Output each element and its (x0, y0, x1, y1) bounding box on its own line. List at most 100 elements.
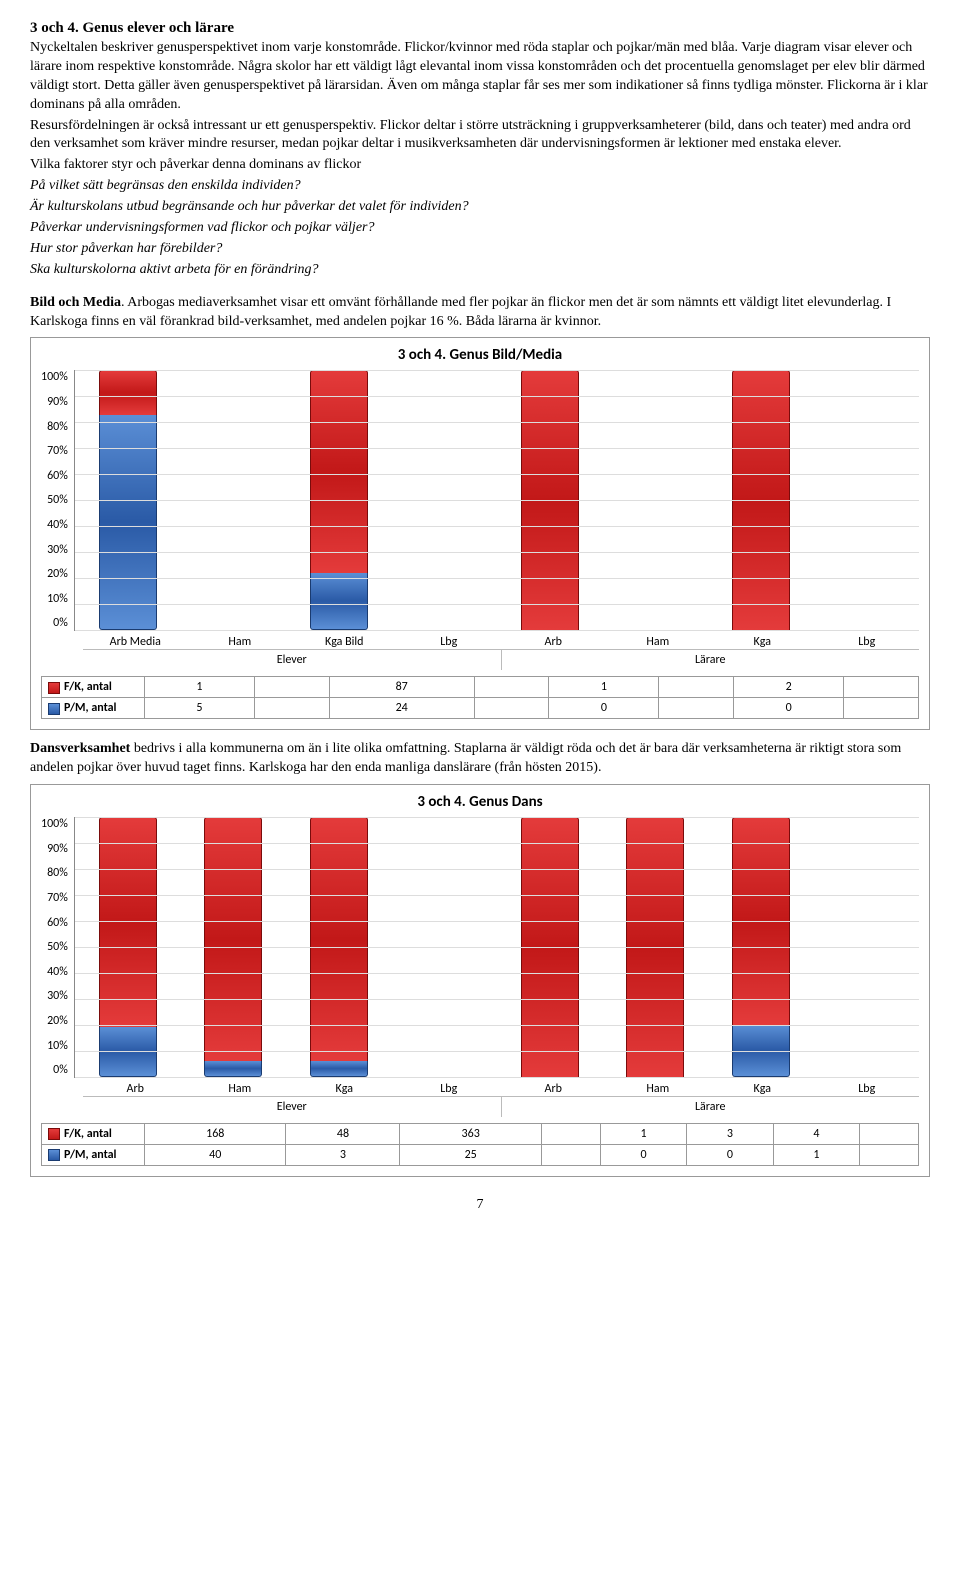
group-label: Elever (83, 650, 502, 670)
ytick-label: 40% (41, 518, 68, 532)
grid-line (75, 630, 919, 631)
legend-swatch-blue-icon (48, 703, 60, 715)
bar-segment-red (204, 817, 262, 1061)
table-row: F/K, antal18712 (42, 677, 919, 698)
xtick-label: Ham (606, 1078, 711, 1096)
table-cell: 4 (773, 1124, 859, 1145)
table-cell (474, 698, 549, 719)
table-cell (844, 698, 919, 719)
chart1-table: F/K, antal18712P/M, antal5 24 0 0 (41, 676, 919, 719)
grid-line (75, 422, 919, 423)
legend-swatch-blue-icon (48, 1149, 60, 1161)
chart2-xaxis: ArbHamKgaLbgArbHamKgaLbg (83, 1078, 919, 1096)
chart1-xaxis: Arb MediaHamKga BildLbgArbHamKgaLbg (83, 631, 919, 649)
ytick-label: 60% (41, 469, 68, 483)
table-cell: 0 (600, 1145, 686, 1166)
grid-line (75, 474, 919, 475)
ytick-label: 100% (41, 817, 68, 831)
table-cell: 3 (687, 1124, 773, 1145)
table-cell: 48 (286, 1124, 400, 1145)
chart1-title: 3 och 4. Genus Bild/Media (41, 346, 919, 364)
bild-text: . Arbogas mediaverksamhet visar ett omvä… (30, 295, 891, 329)
table-row: P/M, antal5 24 0 0 (42, 698, 919, 719)
xtick-label: Kga Bild (292, 631, 397, 649)
bar-segment-blue (310, 1061, 368, 1077)
table-cell (541, 1145, 600, 1166)
chart-bild-media: 3 och 4. Genus Bild/Media 100%90%80%70%6… (30, 337, 930, 730)
table-cell (659, 677, 734, 698)
grid-line (75, 947, 919, 948)
ytick-label: 90% (41, 395, 68, 409)
grid-line (75, 448, 919, 449)
ytick-label: 30% (41, 543, 68, 557)
grid-line (75, 578, 919, 579)
row-header: F/K, antal (42, 1124, 145, 1145)
xtick-label: Arb Media (83, 631, 188, 649)
group-label: Elever (83, 1097, 502, 1117)
grid-line (75, 999, 919, 1000)
table-cell: 1 (600, 1124, 686, 1145)
table-cell: 5 (145, 698, 255, 719)
table-cell: 1 (773, 1145, 859, 1166)
italic-q4: Hur stor påverkan har förebilder? (30, 240, 930, 259)
legend-swatch-red-icon (48, 1128, 60, 1140)
ytick-label: 0% (41, 1063, 68, 1077)
italic-q5: Ska kulturskolorna aktivt arbeta för en … (30, 261, 930, 280)
dans-text: bedrivs i alla kommunerna om än i lite o… (30, 741, 901, 775)
table-cell: 40 (145, 1145, 286, 1166)
ytick-label: 50% (41, 940, 68, 954)
grid-line (75, 895, 919, 896)
row-header: P/M, antal (42, 698, 145, 719)
table-cell: 3 (286, 1145, 400, 1166)
table-cell: 0 (687, 1145, 773, 1166)
intro-p3: Vilka faktorer styr och påverkar denna d… (30, 156, 930, 175)
table-cell (474, 677, 549, 698)
xtick-label: Lbg (397, 631, 502, 649)
bild-label: Bild och Media (30, 295, 121, 310)
table-cell: 0 (734, 698, 844, 719)
table-cell (860, 1145, 919, 1166)
xtick-label: Arb (83, 1078, 188, 1096)
table-cell: 24 (329, 698, 474, 719)
italic-q3: Påverkar undervisningsformen vad flickor… (30, 219, 930, 238)
table-cell: 363 (400, 1124, 541, 1145)
italic-q2: Är kulturskolans utbud begränsande och h… (30, 198, 930, 217)
grid-line (75, 552, 919, 553)
grid-line (75, 526, 919, 527)
ytick-label: 10% (41, 592, 68, 606)
ytick-label: 10% (41, 1039, 68, 1053)
xtick-label: Kga (292, 1078, 397, 1096)
table-cell: 1 (145, 677, 255, 698)
table-cell (254, 698, 329, 719)
chart2-title: 3 och 4. Genus Dans (41, 793, 919, 811)
ytick-label: 50% (41, 493, 68, 507)
ytick-label: 80% (41, 866, 68, 880)
bar-segment-red (99, 370, 157, 415)
ytick-label: 70% (41, 891, 68, 905)
group-label: Lärare (502, 1097, 920, 1117)
grid-line (75, 1025, 919, 1026)
bar-segment-blue (204, 1061, 262, 1077)
bar-segment-red (310, 817, 368, 1061)
ytick-label: 0% (41, 616, 68, 630)
ytick-label: 100% (41, 370, 68, 384)
table-cell: 0 (549, 698, 659, 719)
chart1-groups: EleverLärare (83, 649, 919, 670)
ytick-label: 20% (41, 567, 68, 581)
grid-line (75, 869, 919, 870)
xtick-label: Ham (188, 1078, 293, 1096)
table-row: F/K, antal16848363 134 (42, 1124, 919, 1145)
table-cell (844, 677, 919, 698)
table-cell (254, 677, 329, 698)
chart2-yaxis: 100%90%80%70%60%50%40%30%20%10%0% (41, 817, 74, 1077)
grid-line (75, 1077, 919, 1078)
table-cell: 168 (145, 1124, 286, 1145)
legend-swatch-red-icon (48, 682, 60, 694)
intro-p1: Nyckeltalen beskriver genusperspektivet … (30, 39, 930, 115)
intro-p2: Resursfördelningen är också intressant u… (30, 117, 930, 155)
ytick-label: 20% (41, 1014, 68, 1028)
grid-line (75, 1051, 919, 1052)
bild-intro: Bild och Media. Arbogas mediaverksamhet … (30, 294, 930, 332)
grid-line (75, 370, 919, 371)
table-cell (541, 1124, 600, 1145)
